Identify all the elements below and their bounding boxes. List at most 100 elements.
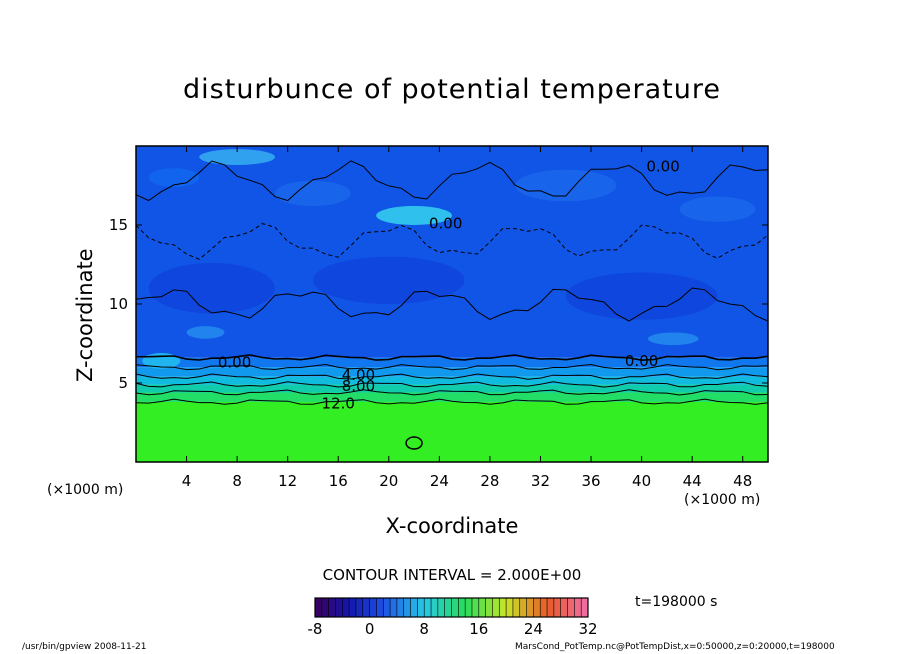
- colorbar-tick-label-1: 0: [365, 620, 375, 638]
- colorbar-tick-label-2: 8: [419, 620, 429, 638]
- colorbar-cell-36: [560, 598, 569, 617]
- y-tick-label-0: 5: [118, 374, 128, 392]
- x-tick-label-7: 32: [531, 472, 550, 490]
- x-tick-label-0: 4: [182, 472, 192, 490]
- time-label: t=198000 s: [635, 594, 718, 610]
- colorbar: -8 0 8 16 24 32: [308, 597, 598, 638]
- colorbar-cell-8: [369, 598, 377, 617]
- chart-title: disturbunce of potential temperature: [183, 74, 721, 105]
- colorbar-cell-29: [512, 598, 521, 617]
- colorbar-cell-32: [533, 598, 541, 617]
- colorbar-cell-11: [390, 598, 398, 617]
- colorbar-cell-28: [506, 598, 514, 617]
- colorbar-cell-0: [315, 598, 323, 617]
- colorbar-tick-label-4: 24: [524, 620, 543, 638]
- colorbar-cell-38: [574, 598, 582, 617]
- y-tick-label-2: 15: [109, 216, 128, 234]
- contour-label-1: 0.00: [625, 352, 658, 370]
- x-unit-right: (×1000 m): [684, 492, 761, 508]
- contour-lines: [136, 160, 768, 450]
- x-axis-label: X-coordinate: [385, 514, 519, 538]
- colorbar-tick-label-5: 32: [578, 620, 597, 638]
- colorbar-frame: [314, 597, 589, 618]
- x-tick-label-9: 40: [632, 472, 651, 490]
- heatmap-band-3: [136, 376, 768, 385]
- contour-label-2: 4.00: [342, 366, 375, 384]
- x-tick-label-3: 16: [329, 472, 348, 490]
- colorbar-cell-12: [396, 598, 405, 617]
- colorbar-cell-30: [519, 598, 528, 617]
- colorbar-cell-6: [355, 598, 364, 617]
- contour-line-5: [136, 398, 768, 405]
- colorbar-cell-39: [581, 598, 589, 617]
- heatmap-band-4: [136, 367, 768, 377]
- x-tick-label-2: 12: [278, 472, 297, 490]
- footer-source: MarsCond_PotTemp.nc@PotTempDist,x=0:5000…: [515, 642, 835, 652]
- colorbar-cell-15: [417, 598, 425, 617]
- heatmap-band-0: [136, 401, 768, 462]
- upper-contour-2: [136, 160, 768, 202]
- upper-contour-0: [136, 287, 768, 322]
- x-tick-label-4: 20: [379, 472, 398, 490]
- heatmap-patch-6: [312, 256, 465, 304]
- colorbar-cell-21: [458, 598, 466, 617]
- colorbar-cell-35: [553, 598, 562, 617]
- colorbar-tick-label-3: 16: [469, 620, 488, 638]
- heatmap-band-5: [136, 357, 768, 368]
- colorbar-cell-14: [410, 598, 418, 617]
- colorbar-tick-label-0: -8: [308, 620, 323, 638]
- colorbar-cell-26: [492, 598, 500, 617]
- colorbar-cell-9: [376, 598, 384, 617]
- colorbar-cell-19: [444, 598, 452, 617]
- heatmap-patch-3: [275, 180, 351, 207]
- heatmap-patch-7: [148, 262, 276, 314]
- x-unit-left: (×1000 m): [47, 482, 124, 498]
- x-tick-label-11: 48: [733, 472, 752, 490]
- x-tick-label-6: 28: [480, 472, 499, 490]
- colorbar-cell-2: [328, 598, 336, 617]
- heatmap-band-2: [136, 384, 768, 393]
- heatmap-band-1: [136, 392, 768, 402]
- contour-label-6: 0.00: [646, 158, 679, 176]
- contour-label-5: 0.00: [429, 214, 462, 232]
- contour-interval-label: CONTOUR INTERVAL = 2.000E+00: [322, 566, 582, 584]
- colorbar-cell-17: [431, 598, 439, 617]
- contour-line-0: [136, 354, 768, 362]
- y-tick-label-1: 10: [109, 295, 128, 313]
- colorbar-cell-4: [342, 598, 350, 617]
- contour-line-3: [136, 381, 768, 388]
- contour-label-3: 8.00: [342, 377, 375, 395]
- x-tick-label-5: 24: [430, 472, 449, 490]
- colorbar-cell-20: [451, 598, 459, 617]
- contour-label-0: 0.00: [218, 353, 251, 371]
- contour-closed-loop: [405, 436, 423, 450]
- colorbar-cell-1: [321, 598, 330, 617]
- colorbar-cell-16: [424, 598, 432, 617]
- colorbar-cell-25: [485, 598, 493, 617]
- colorbar-cell-3: [335, 598, 343, 617]
- x-tick-label-10: 44: [683, 472, 702, 490]
- colorbar-cell-7: [362, 598, 371, 617]
- contour-line-2: [136, 373, 768, 380]
- heatmap-band-6: [136, 146, 768, 358]
- heatmap-patch-10: [186, 326, 225, 339]
- colorbar-cell-18: [437, 598, 446, 617]
- colorbar-cell-34: [547, 598, 555, 617]
- heatmap-patch-0: [199, 149, 276, 165]
- colorbar-cell-23: [471, 598, 480, 617]
- contour-line-4: [136, 389, 768, 396]
- heatmap-patch-4: [515, 169, 617, 202]
- contour-label-4: 12.0: [322, 395, 355, 413]
- colorbar-cell-37: [567, 598, 575, 617]
- colorbar-cell-22: [465, 598, 473, 617]
- colorbar-cell-10: [383, 598, 391, 617]
- footer-command: /usr/bin/gpview 2008-11-21: [22, 642, 147, 652]
- colorbar-cell-33: [540, 598, 548, 617]
- x-tick-label-1: 8: [232, 472, 242, 490]
- heatmap-patch-5: [679, 196, 756, 222]
- heatmap-patch-1: [376, 206, 452, 225]
- colorbar-cell-31: [526, 598, 534, 617]
